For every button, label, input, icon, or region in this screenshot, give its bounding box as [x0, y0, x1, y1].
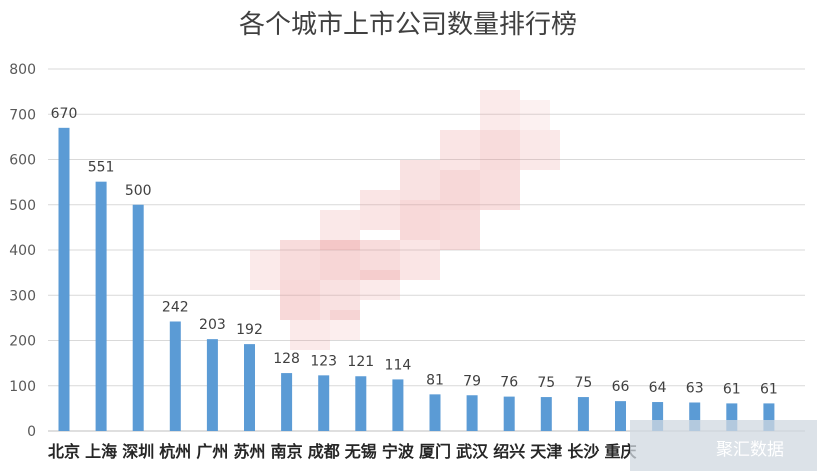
bar [95, 181, 107, 431]
y-tick-label: 200 [9, 334, 36, 350]
redaction-block [360, 240, 400, 280]
redaction-block [250, 250, 280, 290]
data-label: 75 [537, 375, 555, 391]
bar [466, 395, 478, 431]
watermark: 聚汇数据 [630, 420, 817, 471]
redaction-block [320, 240, 360, 280]
data-label: 61 [723, 381, 741, 397]
data-label: 114 [385, 357, 412, 373]
x-tick-label: 北京 [48, 442, 80, 461]
redaction-block [360, 270, 400, 300]
x-tick-label: 广州 [196, 442, 228, 461]
redaction-block [280, 240, 320, 280]
redaction-block [400, 160, 440, 200]
data-label: 75 [574, 375, 592, 391]
data-label: 128 [273, 351, 300, 367]
bar [503, 396, 515, 431]
redaction-block [440, 210, 480, 250]
bar [206, 339, 218, 431]
bar [281, 373, 293, 431]
y-tick-label: 500 [9, 198, 36, 214]
bar [689, 402, 701, 431]
data-label: 121 [347, 354, 374, 370]
x-tick-label: 无锡 [344, 442, 377, 461]
bar [540, 397, 552, 431]
redaction-block [320, 210, 360, 250]
bar [429, 394, 441, 431]
x-tick-label: 上海 [85, 442, 117, 461]
redaction-block [320, 280, 360, 320]
x-tick-label: 成都 [308, 442, 340, 461]
x-tick-label: 宁波 [382, 442, 415, 461]
x-tick-label: 深圳 [122, 442, 154, 461]
redaction-block [480, 130, 520, 170]
x-tick-label: 绍兴 [493, 442, 525, 461]
x-tick-label: 天津 [530, 442, 562, 461]
y-tick-label: 800 [9, 62, 36, 78]
watermark-backdrop [630, 420, 817, 471]
redaction-block [440, 170, 480, 210]
bar [652, 402, 664, 431]
bar [318, 375, 330, 431]
y-tick-label: 100 [9, 379, 36, 395]
bars [58, 127, 775, 431]
data-label: 61 [760, 381, 778, 397]
x-tick-label: 重庆 [604, 442, 636, 461]
y-tick-label: 0 [27, 424, 36, 440]
x-tick-label: 厦门 [419, 442, 451, 461]
redaction-block [330, 310, 360, 340]
data-label: 203 [199, 317, 226, 333]
bar [169, 321, 181, 431]
data-label: 64 [649, 380, 667, 396]
watermark-text: 聚汇数据 [716, 440, 784, 460]
x-tick-label: 苏州 [233, 442, 265, 461]
data-label: 123 [310, 353, 337, 369]
x-tick-label: 长沙 [567, 442, 599, 461]
data-label: 76 [500, 375, 518, 391]
bar [763, 403, 775, 431]
redaction-block [440, 130, 480, 170]
redaction-block [520, 100, 550, 130]
data-label: 670 [51, 106, 78, 122]
data-label: 66 [612, 379, 630, 395]
bar [355, 376, 367, 431]
bar [726, 403, 738, 431]
redaction-block [280, 280, 320, 320]
data-label: 242 [162, 299, 189, 315]
y-tick-label: 700 [9, 107, 36, 123]
data-label: 81 [426, 372, 444, 388]
bar [392, 379, 404, 431]
redaction-block [480, 90, 520, 130]
redaction-block [520, 130, 560, 170]
y-tick-label: 600 [9, 153, 36, 169]
redaction-blur [250, 90, 560, 350]
data-label: 79 [463, 373, 481, 389]
x-axis: 北京 上海 深圳 杭州 广州 苏州 南京 成都 无锡 宁波 厦门 武汉 绍兴 天津 长沙 重庆 [48, 442, 637, 461]
x-tick-label: 武汉 [456, 442, 489, 461]
bar [244, 344, 255, 431]
redaction-block [400, 200, 440, 240]
redaction-block [480, 170, 520, 210]
data-labels: 670 551 500 242 203 192 128 123 121 114 81 79 76 75 75… [51, 106, 778, 398]
data-label: 500 [125, 183, 152, 199]
bar [58, 127, 70, 431]
bar [577, 397, 589, 431]
redaction-block [290, 320, 330, 350]
redaction-block [360, 190, 400, 230]
data-label: 551 [88, 160, 115, 176]
y-tick-label: 400 [9, 243, 36, 259]
y-tick-label: 300 [9, 288, 36, 304]
bar [615, 401, 626, 431]
x-tick-label: 南京 [271, 442, 303, 461]
x-tick-label: 杭州 [159, 442, 191, 461]
y-axis: 0 100 200 300 400 500 600 700 800 [9, 62, 36, 440]
data-label: 63 [686, 380, 704, 396]
data-label: 192 [236, 322, 263, 338]
redaction-block [400, 240, 440, 280]
chart-title: 各个城市上市公司数量排行榜 [239, 10, 577, 40]
bar [132, 204, 144, 431]
